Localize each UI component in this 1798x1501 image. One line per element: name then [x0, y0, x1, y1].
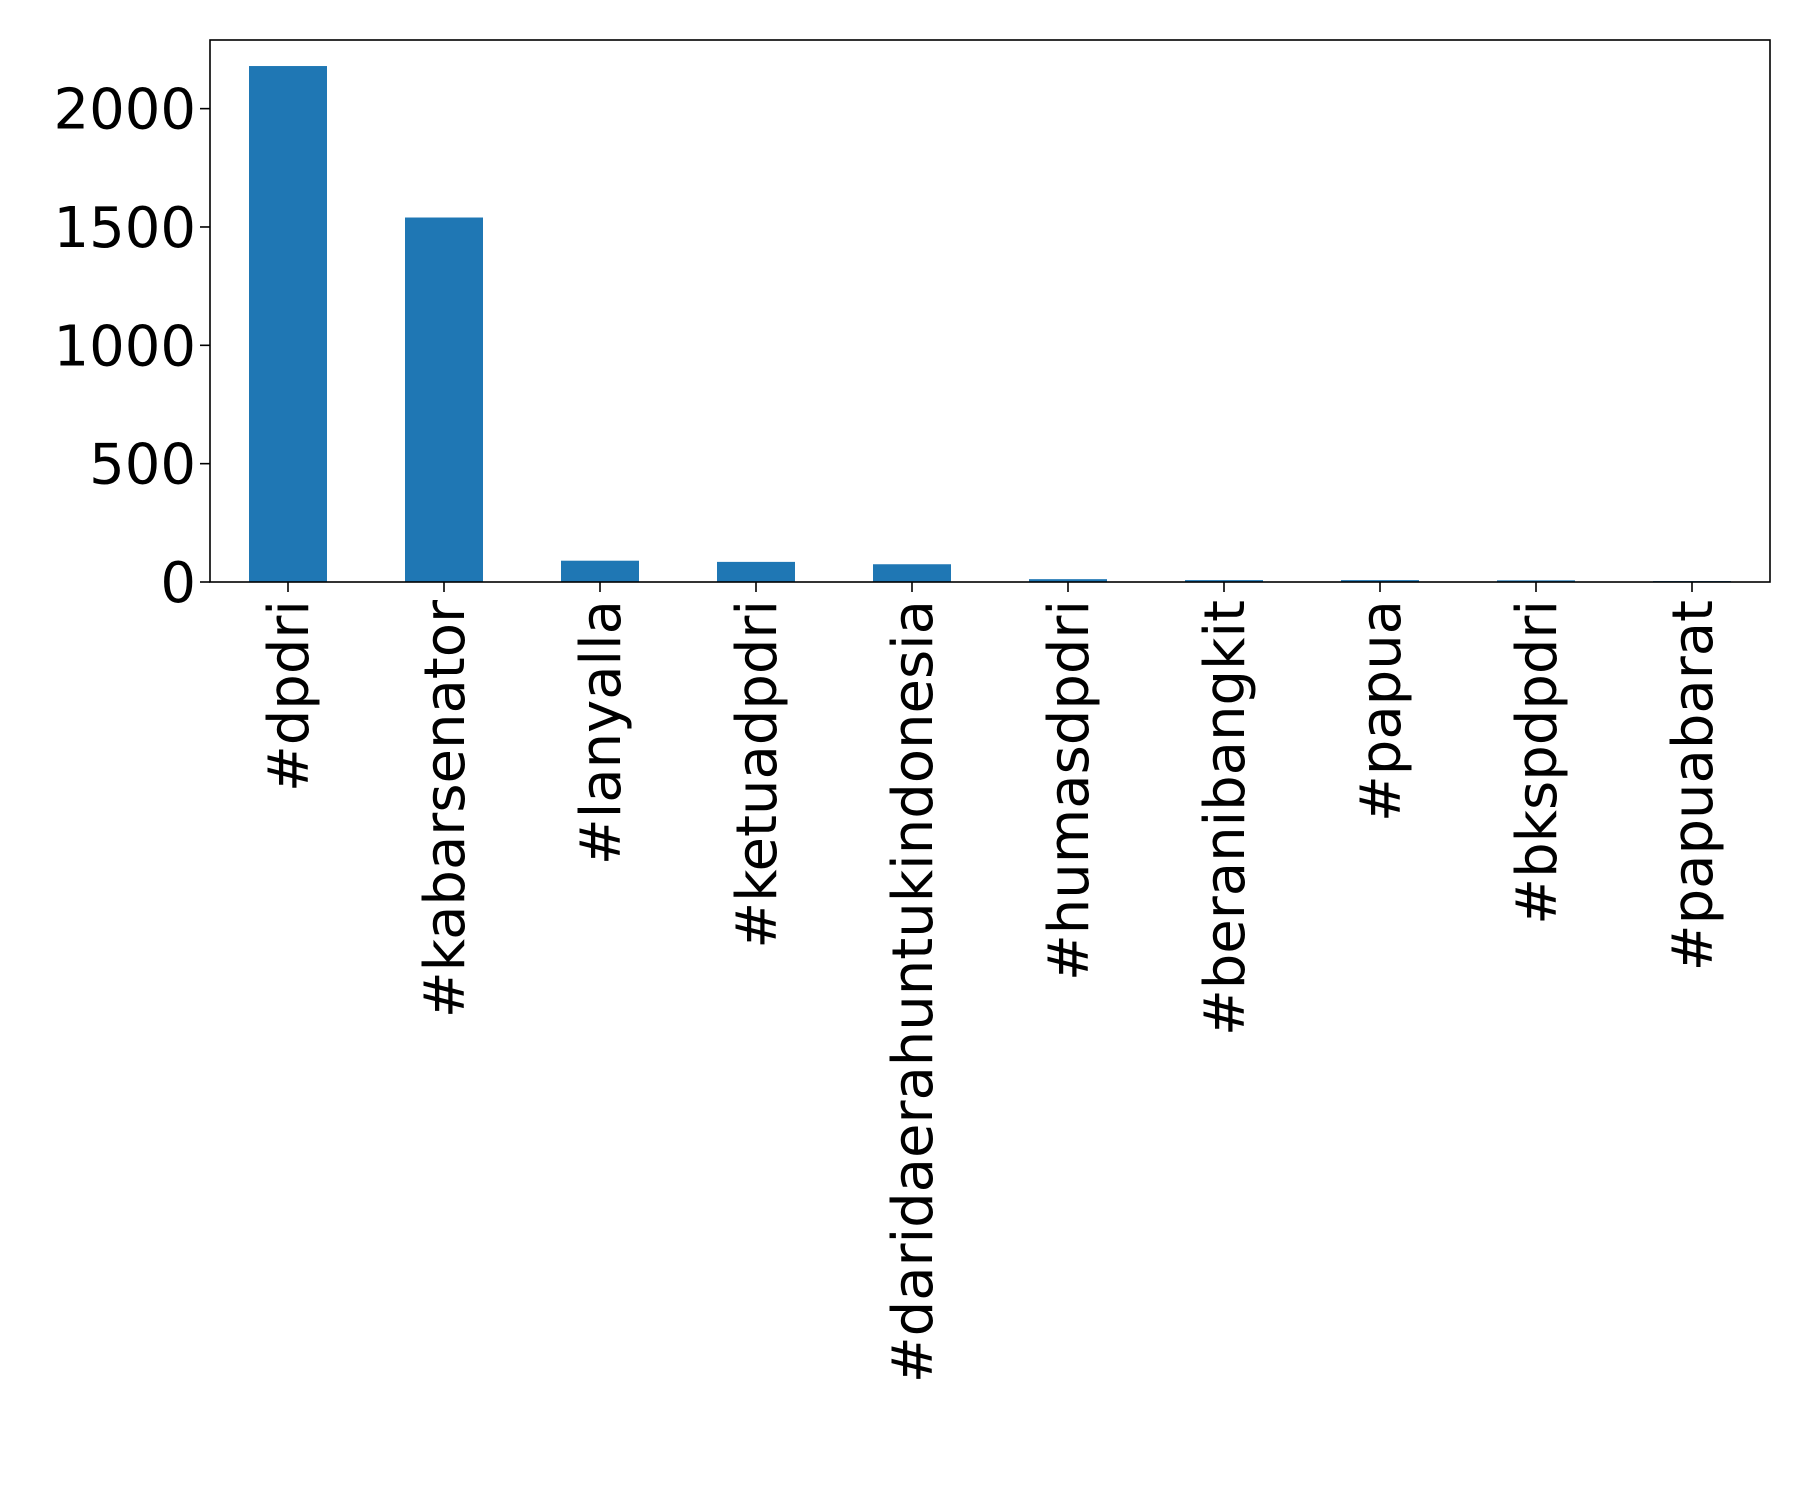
x-axis-ticks: #dpdri #kabarsenator #lanyalla #ketuadpdri #…	[257, 582, 1726, 1383]
bar	[1341, 580, 1419, 582]
y-tick-label: 2000	[53, 78, 196, 143]
bar	[249, 66, 327, 583]
bar	[405, 217, 483, 582]
y-tick-label: 1000	[53, 314, 196, 379]
x-tick-label: #daridaerahuntukindonesia	[881, 600, 946, 1383]
x-tick-label: #dpdri	[257, 600, 322, 792]
x-tick-label: #humasdpdri	[1037, 600, 1102, 981]
x-tick-label: #kabarsenator	[413, 599, 478, 1018]
bar	[1497, 580, 1575, 582]
x-tick-label: #bkspdpdri	[1505, 600, 1570, 925]
bar	[561, 560, 639, 582]
y-tick-label: 0	[160, 551, 196, 616]
y-tick-label: 1500	[53, 196, 196, 261]
bar	[1029, 579, 1107, 582]
bar	[1185, 580, 1263, 582]
plot-frame	[209, 39, 1771, 583]
y-axis-ticks: 0 500 1000 1500 2000	[53, 78, 210, 616]
x-tick-label: #lanyalla	[569, 600, 634, 865]
x-tick-label: #papuabarat	[1661, 600, 1726, 971]
y-tick-label: 500	[89, 433, 196, 498]
bars-group	[249, 66, 1731, 583]
bar	[717, 561, 795, 582]
bar	[873, 564, 951, 582]
x-tick-label: #papua	[1349, 600, 1414, 822]
x-tick-label: #beranibangkit	[1193, 600, 1258, 1036]
x-tick-label: #ketuadpdri	[725, 600, 790, 949]
